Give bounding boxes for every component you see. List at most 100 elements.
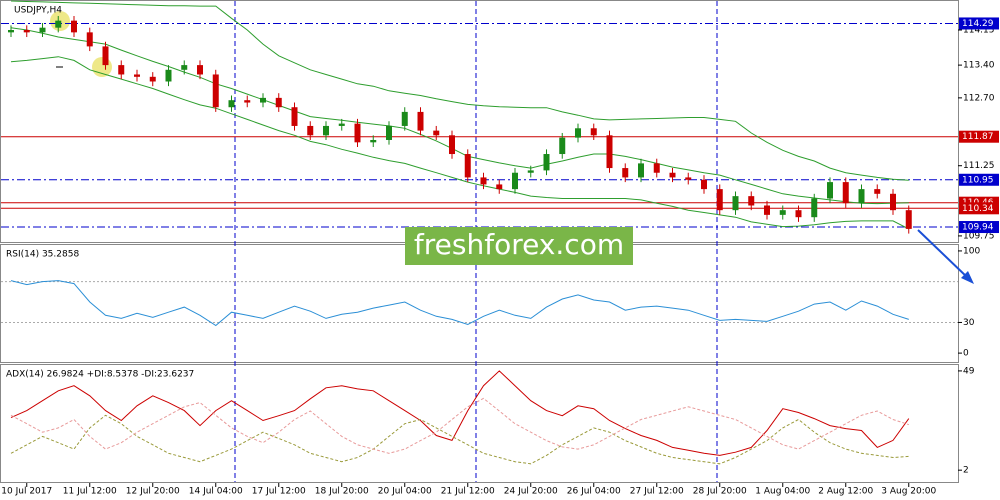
level-label-box [959,202,999,215]
candle-body [71,20,77,33]
series-line [10,280,909,327]
candle-body [590,128,597,136]
x-tick-label: 20 Jul 04:00 [378,487,432,497]
candle-body [842,182,849,204]
candle-body [701,179,707,190]
candle-body [55,20,62,28]
candle-body [732,196,739,211]
candle-body [527,170,534,173]
y-tick-label: 109.75 [963,231,995,241]
x-tick-label: 12 Jul 20:00 [126,487,180,497]
x-tick-label: 10 Jul 2017 [1,487,52,497]
x-tick-label: 1 Aug 04:00 [755,487,810,497]
x-tick-label: 28 Jul 20:00 [693,487,747,497]
candle-body [197,65,203,75]
x-tick-label: 18 Jul 20:00 [315,487,369,497]
candle-body [102,46,109,66]
candle-body [417,111,424,131]
candle-body [543,154,550,171]
x-tick-label: 14 Jul 04:00 [189,487,243,497]
y-tick-label: 49 [963,366,975,376]
candle-body [212,74,219,108]
x-tick-label: 24 Jul 20:00 [504,487,558,497]
panel-title: RSI(14) 35.2858 [6,250,79,260]
candle-body [764,205,770,215]
candle-body [165,69,172,82]
candle-body [370,139,377,143]
x-tick-label: 3 Aug 20:00 [881,487,936,497]
candle-body [386,125,392,140]
x-tick-label: 11 Jul 12:00 [63,487,117,497]
adx-panel [0,364,959,483]
candle-body [338,123,345,126]
price-panel [0,0,959,243]
y-tick-label: 112.70 [963,93,995,103]
forecast-arrow [917,229,969,279]
candle-body [39,27,46,33]
candle-body [244,100,251,103]
candle-body [811,198,818,218]
candle-body [716,189,723,211]
level-label-box [959,17,999,30]
candle-body [275,97,282,108]
candle-body [323,125,329,136]
y-tick-label: 113.40 [963,61,995,71]
level-label-box [959,221,999,234]
candle-body [559,137,566,155]
candle-body [858,189,865,204]
candle-body [890,193,896,211]
candle-body [795,210,802,218]
candle-body [464,154,471,178]
candle-body [260,97,266,103]
series-line [10,414,909,465]
candle-body [669,172,676,178]
level-label: 110.95 [962,175,994,185]
x-tick-label: 17 Jul 12:00 [252,487,306,497]
candle-body [874,189,881,194]
series-line [10,27,909,205]
watermark-box [405,227,633,265]
level-label: 111.87 [962,132,994,142]
candle-body [496,184,503,190]
candle-body [354,123,361,143]
candle-body [433,130,440,136]
candle-body [307,125,314,136]
candle-body [685,177,692,180]
y-tick-label: 111.25 [963,161,995,171]
level-label: 114.29 [962,19,994,29]
candle-body [748,196,755,206]
level-label-box [959,173,999,186]
candle-body [291,107,298,126]
panel-title: USDJPY,H4 [14,6,62,16]
x-tick-label: 21 Jul 12:00 [441,487,495,497]
watermark-text: freshforex.com [414,228,624,261]
candle-body [86,32,93,47]
level-label: 110.34 [962,204,994,214]
y-tick-label: 2 [963,466,969,476]
arrow-head [961,271,974,284]
candle-body [8,30,14,33]
candle-body [480,177,487,185]
candle-body [449,135,455,155]
y-tick-label: 30 [963,318,975,328]
candle-body [401,111,408,126]
y-tick-label: 0 [963,349,969,359]
x-tick-label: 27 Jul 12:00 [630,487,684,497]
candle-body [622,168,629,178]
candle-body [181,65,188,70]
series-line [10,397,909,454]
candle-body [134,74,140,77]
candle-body [575,128,581,138]
level-label-box [959,130,999,143]
highlight [92,57,112,77]
y-tick-label: 114.15 [963,26,995,36]
candle-body [149,76,156,82]
candle-body [23,30,30,33]
candle-body [512,172,518,190]
candle-body [606,135,613,169]
y-tick-label: 100 [963,246,980,256]
candle-body [653,163,660,173]
candle-body [118,65,125,75]
candle-body [638,163,644,178]
series-line [10,56,910,230]
